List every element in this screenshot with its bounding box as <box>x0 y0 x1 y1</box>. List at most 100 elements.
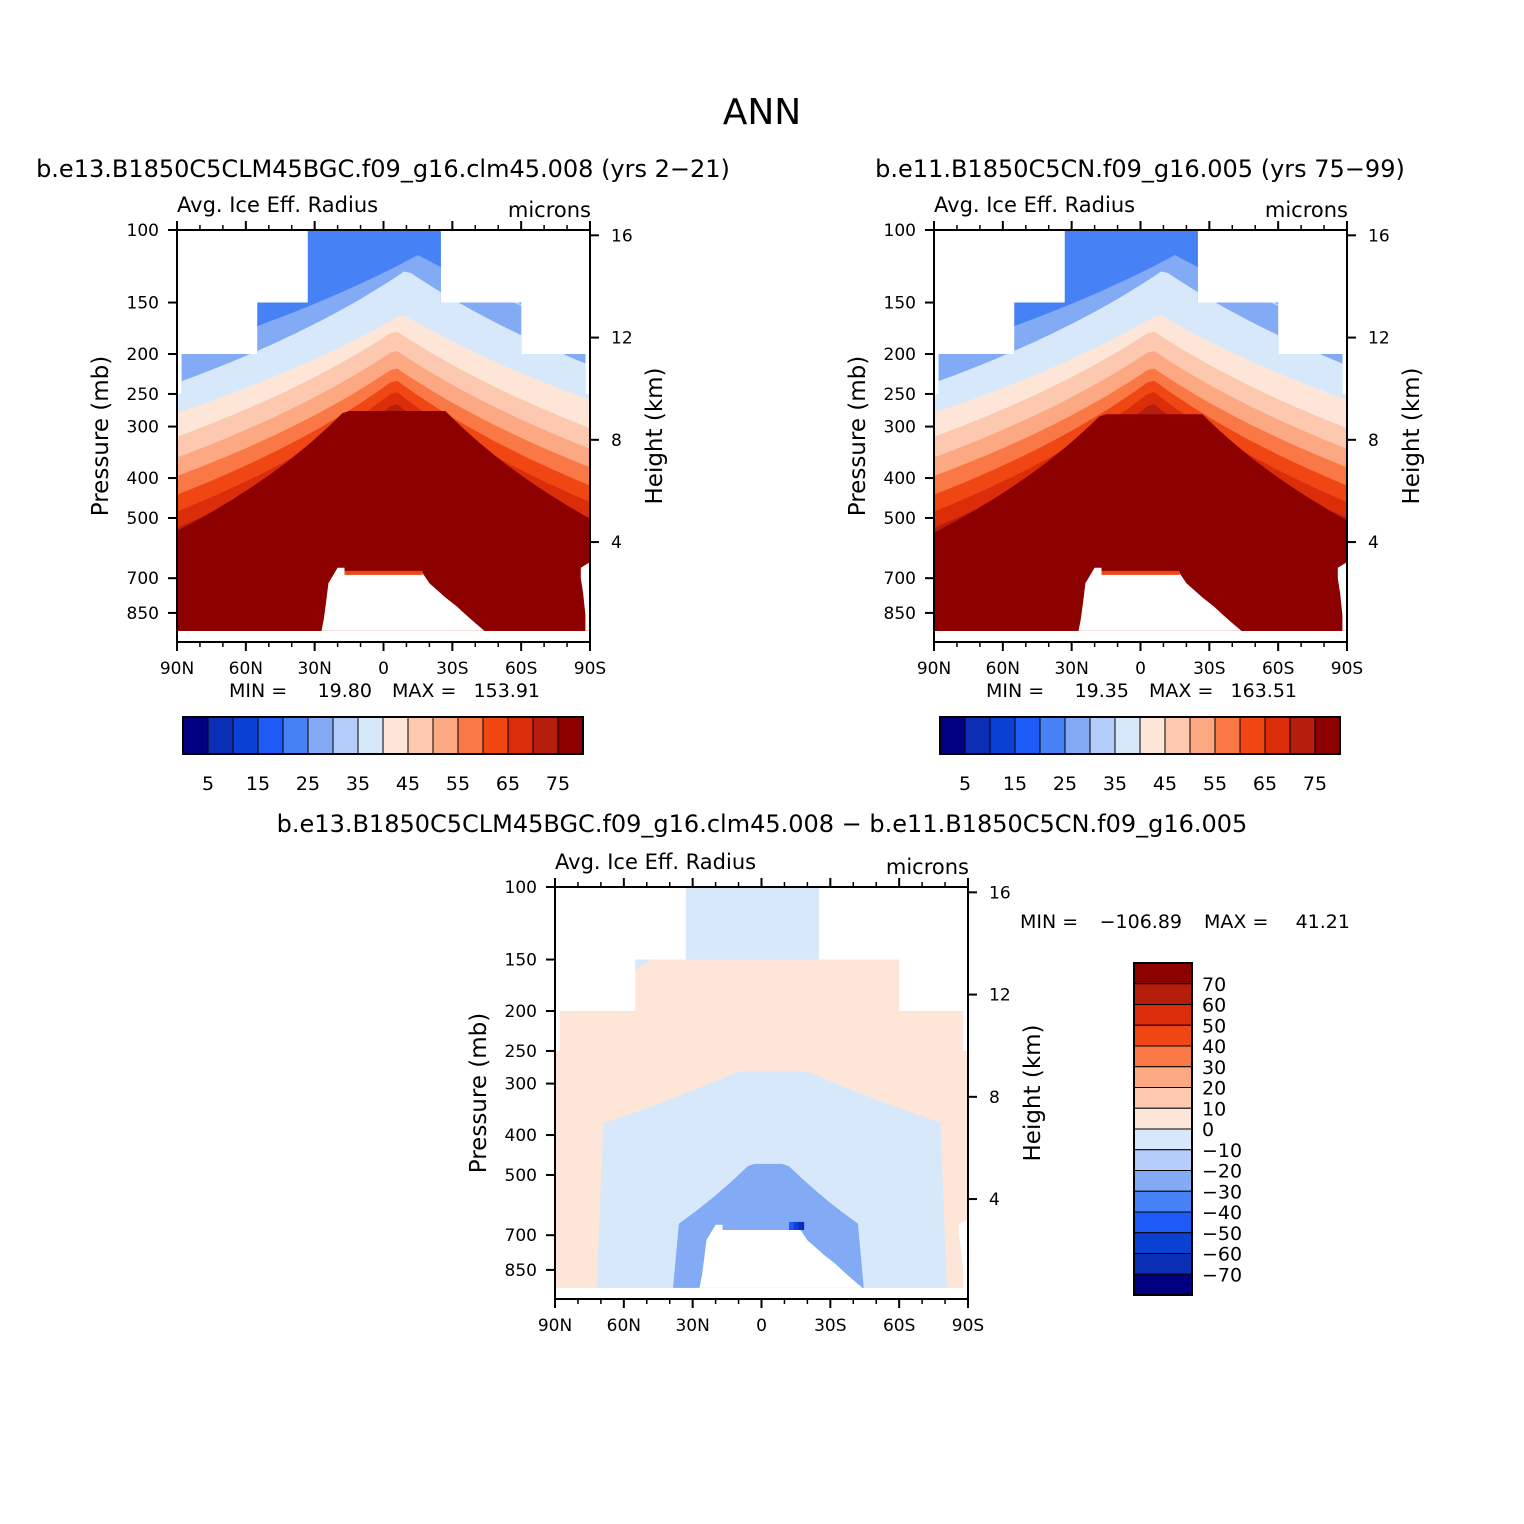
panel2-y2tick-label-1: 12 <box>1368 329 1390 349</box>
panel1-xtick-label-0: 90N <box>160 659 194 679</box>
panel3-sfc-anomaly-1 <box>793 1221 800 1230</box>
colorbar2-swatch-4 <box>1039 716 1066 755</box>
colorbar1-frame <box>182 716 584 755</box>
panel1-contour-band-10 <box>177 411 590 631</box>
panel2-ytick-label-6: 500 <box>884 509 916 529</box>
colorbar1-swatch-4 <box>282 716 309 755</box>
panel3-xtick-label-6: 90S <box>952 1316 984 1336</box>
panel1-max-value: 153.91 <box>474 680 540 702</box>
panel1-min-value: 19.80 <box>318 680 372 702</box>
panel3-plot: 90N 60N 30N 0 30S 60S 90S 100 150 200 250 300 400 500… <box>505 878 1011 1336</box>
panel1-xtick-label-2: 30N <box>297 659 331 679</box>
panel2-ylabel: Pressure (mb) <box>845 356 871 516</box>
panel2-xtick-label-0: 90N <box>917 659 951 679</box>
panel1-xtick-label-5: 60S <box>505 659 537 679</box>
panel1-ylabel: Pressure (mb) <box>88 356 114 516</box>
panel2-units-label: microns <box>1265 198 1348 222</box>
panel1-y2tick-label-3: 4 <box>611 533 622 553</box>
panel1-colorbar: 5 15 25 35 45 55 65 75 <box>182 716 584 795</box>
panel1-ytick-label-7: 700 <box>127 569 159 589</box>
panel3-xtick-label-0: 90N <box>538 1316 572 1336</box>
colorbar2-swatch-5 <box>1064 716 1091 755</box>
panel1-xtick-label-1: 60N <box>229 659 263 679</box>
panel3-ytick-label-4: 300 <box>505 1075 537 1095</box>
panel1-xtick-label-6: 90S <box>574 659 606 679</box>
panel3-ytick-label-7: 700 <box>505 1226 537 1246</box>
panel2-ytick-label-7: 700 <box>884 569 916 589</box>
colorbar3-label-8: −10 <box>1202 1140 1242 1162</box>
panel1-ytick-label-5: 400 <box>127 469 159 489</box>
panel3-max-label: MAX = <box>1204 911 1268 933</box>
colorbar1-swatch-1 <box>207 716 234 755</box>
colorbar2-swatch-15 <box>1314 716 1341 755</box>
panel3-max-value: 41.21 <box>1296 911 1350 933</box>
colorbar1-label-4: 45 <box>396 773 420 795</box>
panel1-plot: 90N 60N 30N 0 30S 60S 90S 100 150 200 250 300 400 500… <box>127 221 633 679</box>
colorbar2-label-4: 45 <box>1153 773 1177 795</box>
colorbar1-label-2: 25 <box>296 773 320 795</box>
panel2-ytick-label-0: 100 <box>884 221 916 241</box>
figure-title: ANN <box>723 92 802 133</box>
colorbar1-label-0: 5 <box>202 773 214 795</box>
colorbar2-label-2: 25 <box>1053 773 1077 795</box>
colorbar2-swatch-9 <box>1164 716 1191 755</box>
panel3-y2tick-label-2: 8 <box>989 1088 1000 1108</box>
colorbar2-label-0: 5 <box>959 773 971 795</box>
colorbar3-label-5: 20 <box>1202 1078 1226 1100</box>
panel3-ytick-label-8: 850 <box>505 1261 537 1281</box>
panel3-ytick-label-5: 400 <box>505 1126 537 1146</box>
panel2-min-value: 19.35 <box>1075 680 1129 702</box>
panel1-orography <box>321 567 485 631</box>
panel2-y2label: Height (km) <box>1399 367 1425 504</box>
colorbar1-label-5: 55 <box>446 773 470 795</box>
colorbar2-swatch-2 <box>989 716 1016 755</box>
panel1-y2tick-label-0: 16 <box>611 226 633 246</box>
colorbar3-swatch-8 <box>1133 1128 1193 1151</box>
panel2-ytick-label-5: 400 <box>884 469 916 489</box>
panel3-y2label: Height (km) <box>1020 1024 1046 1161</box>
colorbar3-label-11: −40 <box>1202 1202 1242 1224</box>
colorbar3-label-3: 40 <box>1202 1036 1226 1058</box>
panel2-min-label: MIN = <box>986 680 1044 702</box>
panel3-xtick-label-1: 60N <box>607 1316 641 1336</box>
colorbar3-swatch-9 <box>1133 1149 1193 1171</box>
colorbar1-swatch-15 <box>557 716 584 755</box>
colorbar2-swatch-0 <box>939 716 966 755</box>
colorbar3-frame <box>1133 962 1193 1296</box>
panel2-orography <box>1078 567 1242 631</box>
panel1-ytick-label-6: 500 <box>127 509 159 529</box>
panel3-ytick-label-3: 250 <box>505 1042 537 1062</box>
colorbar2-label-1: 15 <box>1003 773 1027 795</box>
colorbar3-swatch-1 <box>1133 983 1193 1005</box>
colorbar3-label-0: 70 <box>1202 974 1226 996</box>
colorbar1-swatch-13 <box>507 716 534 755</box>
panel1-ytick-label-3: 250 <box>127 385 159 405</box>
colorbar3-label-10: −30 <box>1202 1181 1242 1203</box>
panel3-y2tick-label-0: 16 <box>989 883 1011 903</box>
colorbar3-swatch-10 <box>1133 1170 1193 1192</box>
colorbar3-swatch-12 <box>1133 1211 1193 1234</box>
panel1-title: b.e13.B1850C5CLM45BGC.f09_g16.clm45.008 … <box>36 155 730 183</box>
panel1-y2label: Height (km) <box>642 367 668 504</box>
colorbar3-swatch-13 <box>1133 1232 1193 1254</box>
panel2-max-label: MAX = <box>1149 680 1213 702</box>
colorbar3-swatch-4 <box>1133 1045 1193 1068</box>
panel2-ytick-label-1: 150 <box>884 294 916 314</box>
panel2-xtick-label-6: 90S <box>1331 659 1363 679</box>
panel3-title: b.e13.B1850C5CLM45BGC.f09_g16.clm45.008 … <box>277 810 1248 838</box>
colorbar3-swatch-14 <box>1133 1253 1193 1275</box>
panel3-min-label: MIN = <box>1020 911 1078 933</box>
panel3-y2tick-label-3: 4 <box>989 1190 1000 1210</box>
panel2-contour-band-10 <box>934 414 1347 631</box>
panel3-sfc-anomaly-0 <box>789 1221 796 1230</box>
colorbar2-label-3: 35 <box>1103 773 1127 795</box>
panel3-xtick-label-2: 30N <box>675 1316 709 1336</box>
colorbar3-label-6: 10 <box>1202 1098 1226 1120</box>
colorbar2-swatch-12 <box>1239 716 1266 755</box>
panel1-ytick-label-0: 100 <box>127 221 159 241</box>
panel3-xtick-label-5: 60S <box>883 1316 915 1336</box>
colorbar2-label-7: 75 <box>1303 773 1327 795</box>
panel2-xtick-label-1: 60N <box>986 659 1020 679</box>
colorbar1-swatch-12 <box>482 716 509 755</box>
